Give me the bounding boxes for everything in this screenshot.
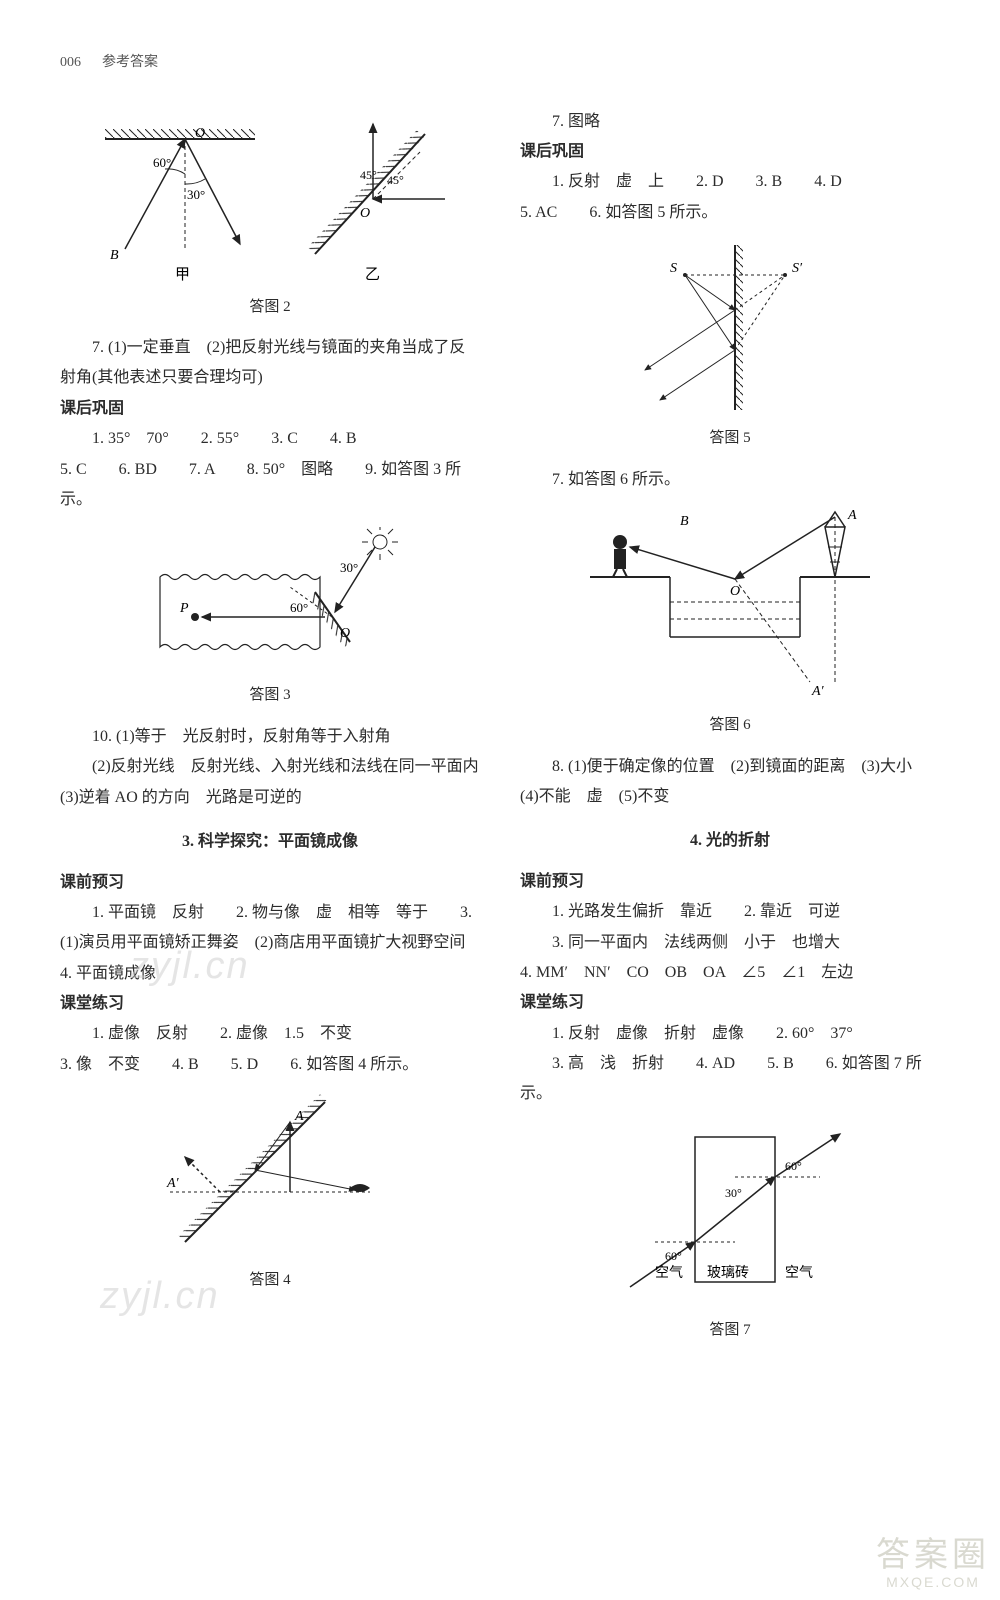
r-pre-1: 1. 光路发生偏折 靠近 2. 靠近 可逆 bbox=[520, 897, 940, 927]
figure-6-caption: 答图 6 bbox=[520, 711, 940, 740]
svg-text:30°: 30° bbox=[340, 560, 358, 575]
figure-7: 60° 30° 60° 空气 玻璃砖 空气 答图 7 bbox=[520, 1122, 940, 1345]
r-pre-2: 3. 同一平面内 法线两侧 小于 也增大 bbox=[520, 928, 940, 958]
svg-text:O: O bbox=[340, 626, 350, 641]
svg-text:60°: 60° bbox=[290, 600, 308, 615]
svg-text:B: B bbox=[680, 514, 689, 529]
section-title-3: 3. 科学探究：平面镜成像 bbox=[60, 827, 480, 857]
cls-line1: 1. 虚像 反射 2. 虚像 1.5 不变 bbox=[60, 1019, 480, 1049]
cls-line2: 3. 像 不变 4. B 5. D 6. 如答图 4 所示。 bbox=[60, 1050, 480, 1080]
pre-content: 1. 平面镜 反射 2. 物与像 虚 相等 等于 3. (1)演员用平面镜矫正舞… bbox=[60, 898, 480, 989]
figure-6: A B O A′ 答图 6 bbox=[520, 507, 940, 740]
svg-text:45°: 45° bbox=[360, 168, 377, 182]
page-title: 参考答案 bbox=[102, 55, 158, 70]
r-q7: 7. 图略 bbox=[520, 107, 940, 137]
figure-3: P 30° 60° O 答图 3 bbox=[60, 527, 480, 710]
svg-text:A′: A′ bbox=[166, 1176, 180, 1191]
answer-7: 7. (1)一定垂直 (2)把反射光线与镜面的夹角当成了反射角(其他表述只要合理… bbox=[60, 333, 480, 394]
r-q7b: 7. 如答图 6 所示。 bbox=[520, 465, 940, 495]
r-cls-title: 课堂练习 bbox=[520, 988, 940, 1018]
figure-2-caption: 答图 2 bbox=[60, 293, 480, 322]
left-column: O B 60° 30° 甲 bbox=[60, 107, 480, 1357]
svg-text:乙: 乙 bbox=[365, 267, 380, 283]
figure-5: S S′ 答图 5 bbox=[520, 240, 940, 453]
figure-2: O B 60° 30° 甲 bbox=[60, 119, 480, 322]
svg-text:60°: 60° bbox=[665, 1249, 682, 1263]
khgg-line2: 5. C 6. BD 7. A 8. 50° 图略 9. 如答图 3 所示。 bbox=[60, 455, 480, 516]
cls-title: 课堂练习 bbox=[60, 989, 480, 1019]
r-pre-title: 课前预习 bbox=[520, 867, 940, 897]
r-pre-3: 4. MM′ NN′ CO OB OA ∠5 ∠1 左边 bbox=[520, 958, 940, 988]
figure-4-caption: 答图 4 bbox=[60, 1266, 480, 1295]
r-line1: 1. 反射 虚 上 2. D 3. B 4. D bbox=[520, 167, 940, 197]
svg-text:S′: S′ bbox=[792, 261, 803, 276]
svg-text:空气: 空气 bbox=[785, 1265, 813, 1281]
badge-big: 答案圈 bbox=[876, 1537, 990, 1574]
svg-text:P: P bbox=[179, 601, 189, 616]
svg-text:O: O bbox=[360, 206, 370, 221]
r-cls-2: 3. 高 浅 折射 4. AD 5. B 6. 如答图 7 所示。 bbox=[520, 1049, 940, 1110]
figure-5-caption: 答图 5 bbox=[520, 424, 940, 453]
page-number: 006 bbox=[60, 55, 81, 70]
svg-text:45°: 45° bbox=[387, 173, 404, 187]
svg-text:O: O bbox=[730, 584, 740, 599]
answer-10a: 10. (1)等于 光反射时，反射角等于入射角 bbox=[60, 722, 480, 752]
svg-text:B: B bbox=[110, 248, 119, 263]
r-line2: 5. AC 6. 如答图 5 所示。 bbox=[520, 198, 940, 228]
svg-text:空气: 空气 bbox=[655, 1265, 683, 1281]
svg-text:30°: 30° bbox=[187, 187, 205, 202]
r-q8: 8. (1)便于确定像的位置 (2)到镜面的距离 (3)大小 (4)不能 虚 (… bbox=[520, 752, 940, 813]
corner-badge: 答案圈 MXQE.COM bbox=[876, 1537, 990, 1590]
svg-text:A: A bbox=[294, 1109, 304, 1124]
figure-7-caption: 答图 7 bbox=[520, 1316, 940, 1345]
svg-text:甲: 甲 bbox=[175, 267, 190, 283]
figure-3-caption: 答图 3 bbox=[60, 681, 480, 710]
figure-4: A A′ 答图 4 bbox=[60, 1092, 480, 1295]
right-column: 7. 图略 课后巩固 1. 反射 虚 上 2. D 3. B 4. D 5. A… bbox=[520, 107, 940, 1357]
pre-title: 课前预习 bbox=[60, 868, 480, 898]
svg-text:玻璃砖: 玻璃砖 bbox=[707, 1264, 749, 1281]
svg-text:S: S bbox=[670, 261, 677, 276]
section-khgg: 课后巩固 bbox=[60, 394, 480, 424]
section-title-4: 4. 光的折射 bbox=[520, 826, 940, 856]
svg-text:A: A bbox=[847, 508, 857, 523]
badge-sm: MXQE.COM bbox=[876, 1575, 990, 1590]
r-sec1: 课后巩固 bbox=[520, 137, 940, 167]
answer-10b: (2)反射光线 反射光线、入射光线和法线在同一平面内 (3)逆着 AO 的方向 … bbox=[60, 752, 480, 813]
svg-text:60°: 60° bbox=[153, 155, 171, 170]
svg-text:60°: 60° bbox=[785, 1159, 802, 1173]
r-cls-1: 1. 反射 虚像 折射 虚像 2. 60° 37° bbox=[520, 1019, 940, 1049]
svg-text:A′: A′ bbox=[811, 684, 825, 699]
svg-text:O: O bbox=[195, 126, 205, 141]
svg-text:30°: 30° bbox=[725, 1186, 742, 1200]
khgg-line1: 1. 35° 70° 2. 55° 3. C 4. B bbox=[60, 424, 480, 454]
